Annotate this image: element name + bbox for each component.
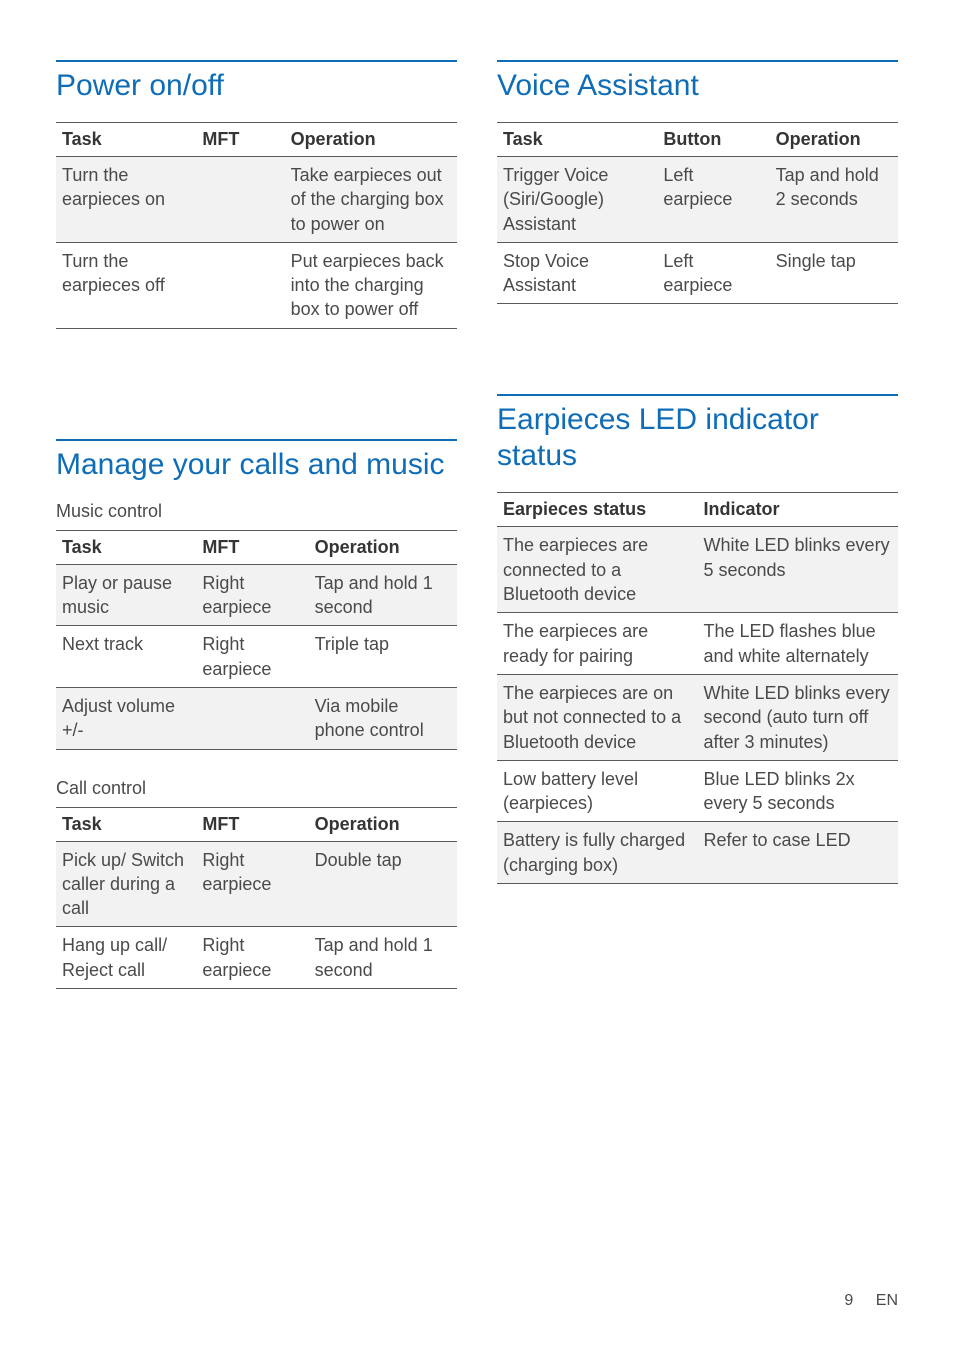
music-th-operation: Operation xyxy=(309,530,457,564)
voice-th-operation: Operation xyxy=(770,123,898,157)
call-th-mft: MFT xyxy=(196,807,308,841)
cell: Tap and hold 2 seconds xyxy=(770,157,898,243)
cell: Right earpiece xyxy=(196,927,308,989)
cell: Stop Voice Assistant xyxy=(497,242,657,304)
cell: Refer to case LED xyxy=(698,822,899,884)
cell: Left earpiece xyxy=(657,242,769,304)
call-subhead: Call control xyxy=(56,778,457,799)
table-row: The earpieces are ready for pairing The … xyxy=(497,613,898,675)
cell: Put earpieces back into the charging box… xyxy=(285,242,457,328)
led-th-indicator: Indicator xyxy=(698,493,899,527)
right-column: Voice Assistant Task Button Operation Tr… xyxy=(497,60,898,1039)
music-subhead: Music control xyxy=(56,501,457,522)
power-th-operation: Operation xyxy=(285,123,457,157)
left-column: Power on/off Task MFT Operation Turn the… xyxy=(56,60,457,1039)
call-th-operation: Operation xyxy=(309,807,457,841)
section-voice: Voice Assistant Task Button Operation Tr… xyxy=(497,60,898,304)
table-row: Adjust volume +/- Via mobile phone contr… xyxy=(56,687,457,749)
section-power: Power on/off Task MFT Operation Turn the… xyxy=(56,60,457,329)
page-number: 9 xyxy=(844,1292,853,1309)
cell: Right earpiece xyxy=(196,564,308,626)
manage-title: Manage your calls and music xyxy=(56,439,457,483)
cell: Right earpiece xyxy=(196,626,308,688)
power-table: Task MFT Operation Turn the earpieces on… xyxy=(56,122,457,329)
cell: White LED blinks every 5 seconds xyxy=(698,527,899,613)
music-th-mft: MFT xyxy=(196,530,308,564)
cell: Double tap xyxy=(309,841,457,927)
cell xyxy=(196,687,308,749)
cell: Take earpieces out of the charging box t… xyxy=(285,157,457,243)
language-code: EN xyxy=(876,1292,898,1309)
voice-title: Voice Assistant xyxy=(497,60,898,104)
voice-th-task: Task xyxy=(497,123,657,157)
table-row: Trigger Voice (Siri/Google) Assistant Le… xyxy=(497,157,898,243)
section-manage: Manage your calls and music Music contro… xyxy=(56,439,457,989)
table-row: Play or pause music Right earpiece Tap a… xyxy=(56,564,457,626)
table-row: Turn the earpieces on Take earpieces out… xyxy=(56,157,457,243)
table-row: Hang up call/ Reject call Right earpiece… xyxy=(56,927,457,989)
cell: Left earpiece xyxy=(657,157,769,243)
cell: Blue LED blinks 2x every 5 seconds xyxy=(698,760,899,822)
table-row: Stop Voice Assistant Left earpiece Singl… xyxy=(497,242,898,304)
cell: Turn the earpieces on xyxy=(56,157,196,243)
section-led: Earpieces LED indicator status Earpieces… xyxy=(497,394,898,884)
cell: Pick up/ Switch caller during a call xyxy=(56,841,196,927)
cell: The earpieces are ready for pairing xyxy=(497,613,698,675)
table-row: The earpieces are connected to a Bluetoo… xyxy=(497,527,898,613)
music-table: Task MFT Operation Play or pause music R… xyxy=(56,530,457,750)
music-th-task: Task xyxy=(56,530,196,564)
cell: Right earpiece xyxy=(196,841,308,927)
page-footer: 9 EN xyxy=(844,1292,898,1310)
table-row: Battery is fully charged (charging box) … xyxy=(497,822,898,884)
cell: Turn the earpieces off xyxy=(56,242,196,328)
call-table: Task MFT Operation Pick up/ Switch calle… xyxy=(56,807,457,989)
table-row: Pick up/ Switch caller during a call Rig… xyxy=(56,841,457,927)
cell: Adjust volume +/- xyxy=(56,687,196,749)
voice-table: Task Button Operation Trigger Voice (Sir… xyxy=(497,122,898,304)
cell: The earpieces are connected to a Bluetoo… xyxy=(497,527,698,613)
table-row: Turn the earpieces off Put earpieces bac… xyxy=(56,242,457,328)
cell: Low battery level (earpieces) xyxy=(497,760,698,822)
call-th-task: Task xyxy=(56,807,196,841)
cell: The LED flashes blue and white alternate… xyxy=(698,613,899,675)
power-th-mft: MFT xyxy=(196,123,284,157)
table-row: Low battery level (earpieces) Blue LED b… xyxy=(497,760,898,822)
cell: Battery is fully charged (charging box) xyxy=(497,822,698,884)
cell: Trigger Voice (Siri/Google) Assistant xyxy=(497,157,657,243)
cell: Via mobile phone control xyxy=(309,687,457,749)
cell: The earpieces are on but not connected t… xyxy=(497,674,698,760)
cell xyxy=(196,242,284,328)
cell: Tap and hold 1 second xyxy=(309,564,457,626)
led-th-status: Earpieces status xyxy=(497,493,698,527)
voice-th-button: Button xyxy=(657,123,769,157)
led-table: Earpieces status Indicator The earpieces… xyxy=(497,492,898,884)
led-title: Earpieces LED indicator status xyxy=(497,394,898,474)
cell: Single tap xyxy=(770,242,898,304)
cell: Play or pause music xyxy=(56,564,196,626)
cell: Triple tap xyxy=(309,626,457,688)
table-row: The earpieces are on but not connected t… xyxy=(497,674,898,760)
power-th-task: Task xyxy=(56,123,196,157)
cell: White LED blinks every second (auto turn… xyxy=(698,674,899,760)
cell xyxy=(196,157,284,243)
cell: Tap and hold 1 second xyxy=(309,927,457,989)
cell: Next track xyxy=(56,626,196,688)
power-title: Power on/off xyxy=(56,60,457,104)
table-row: Next track Right earpiece Triple tap xyxy=(56,626,457,688)
cell: Hang up call/ Reject call xyxy=(56,927,196,989)
